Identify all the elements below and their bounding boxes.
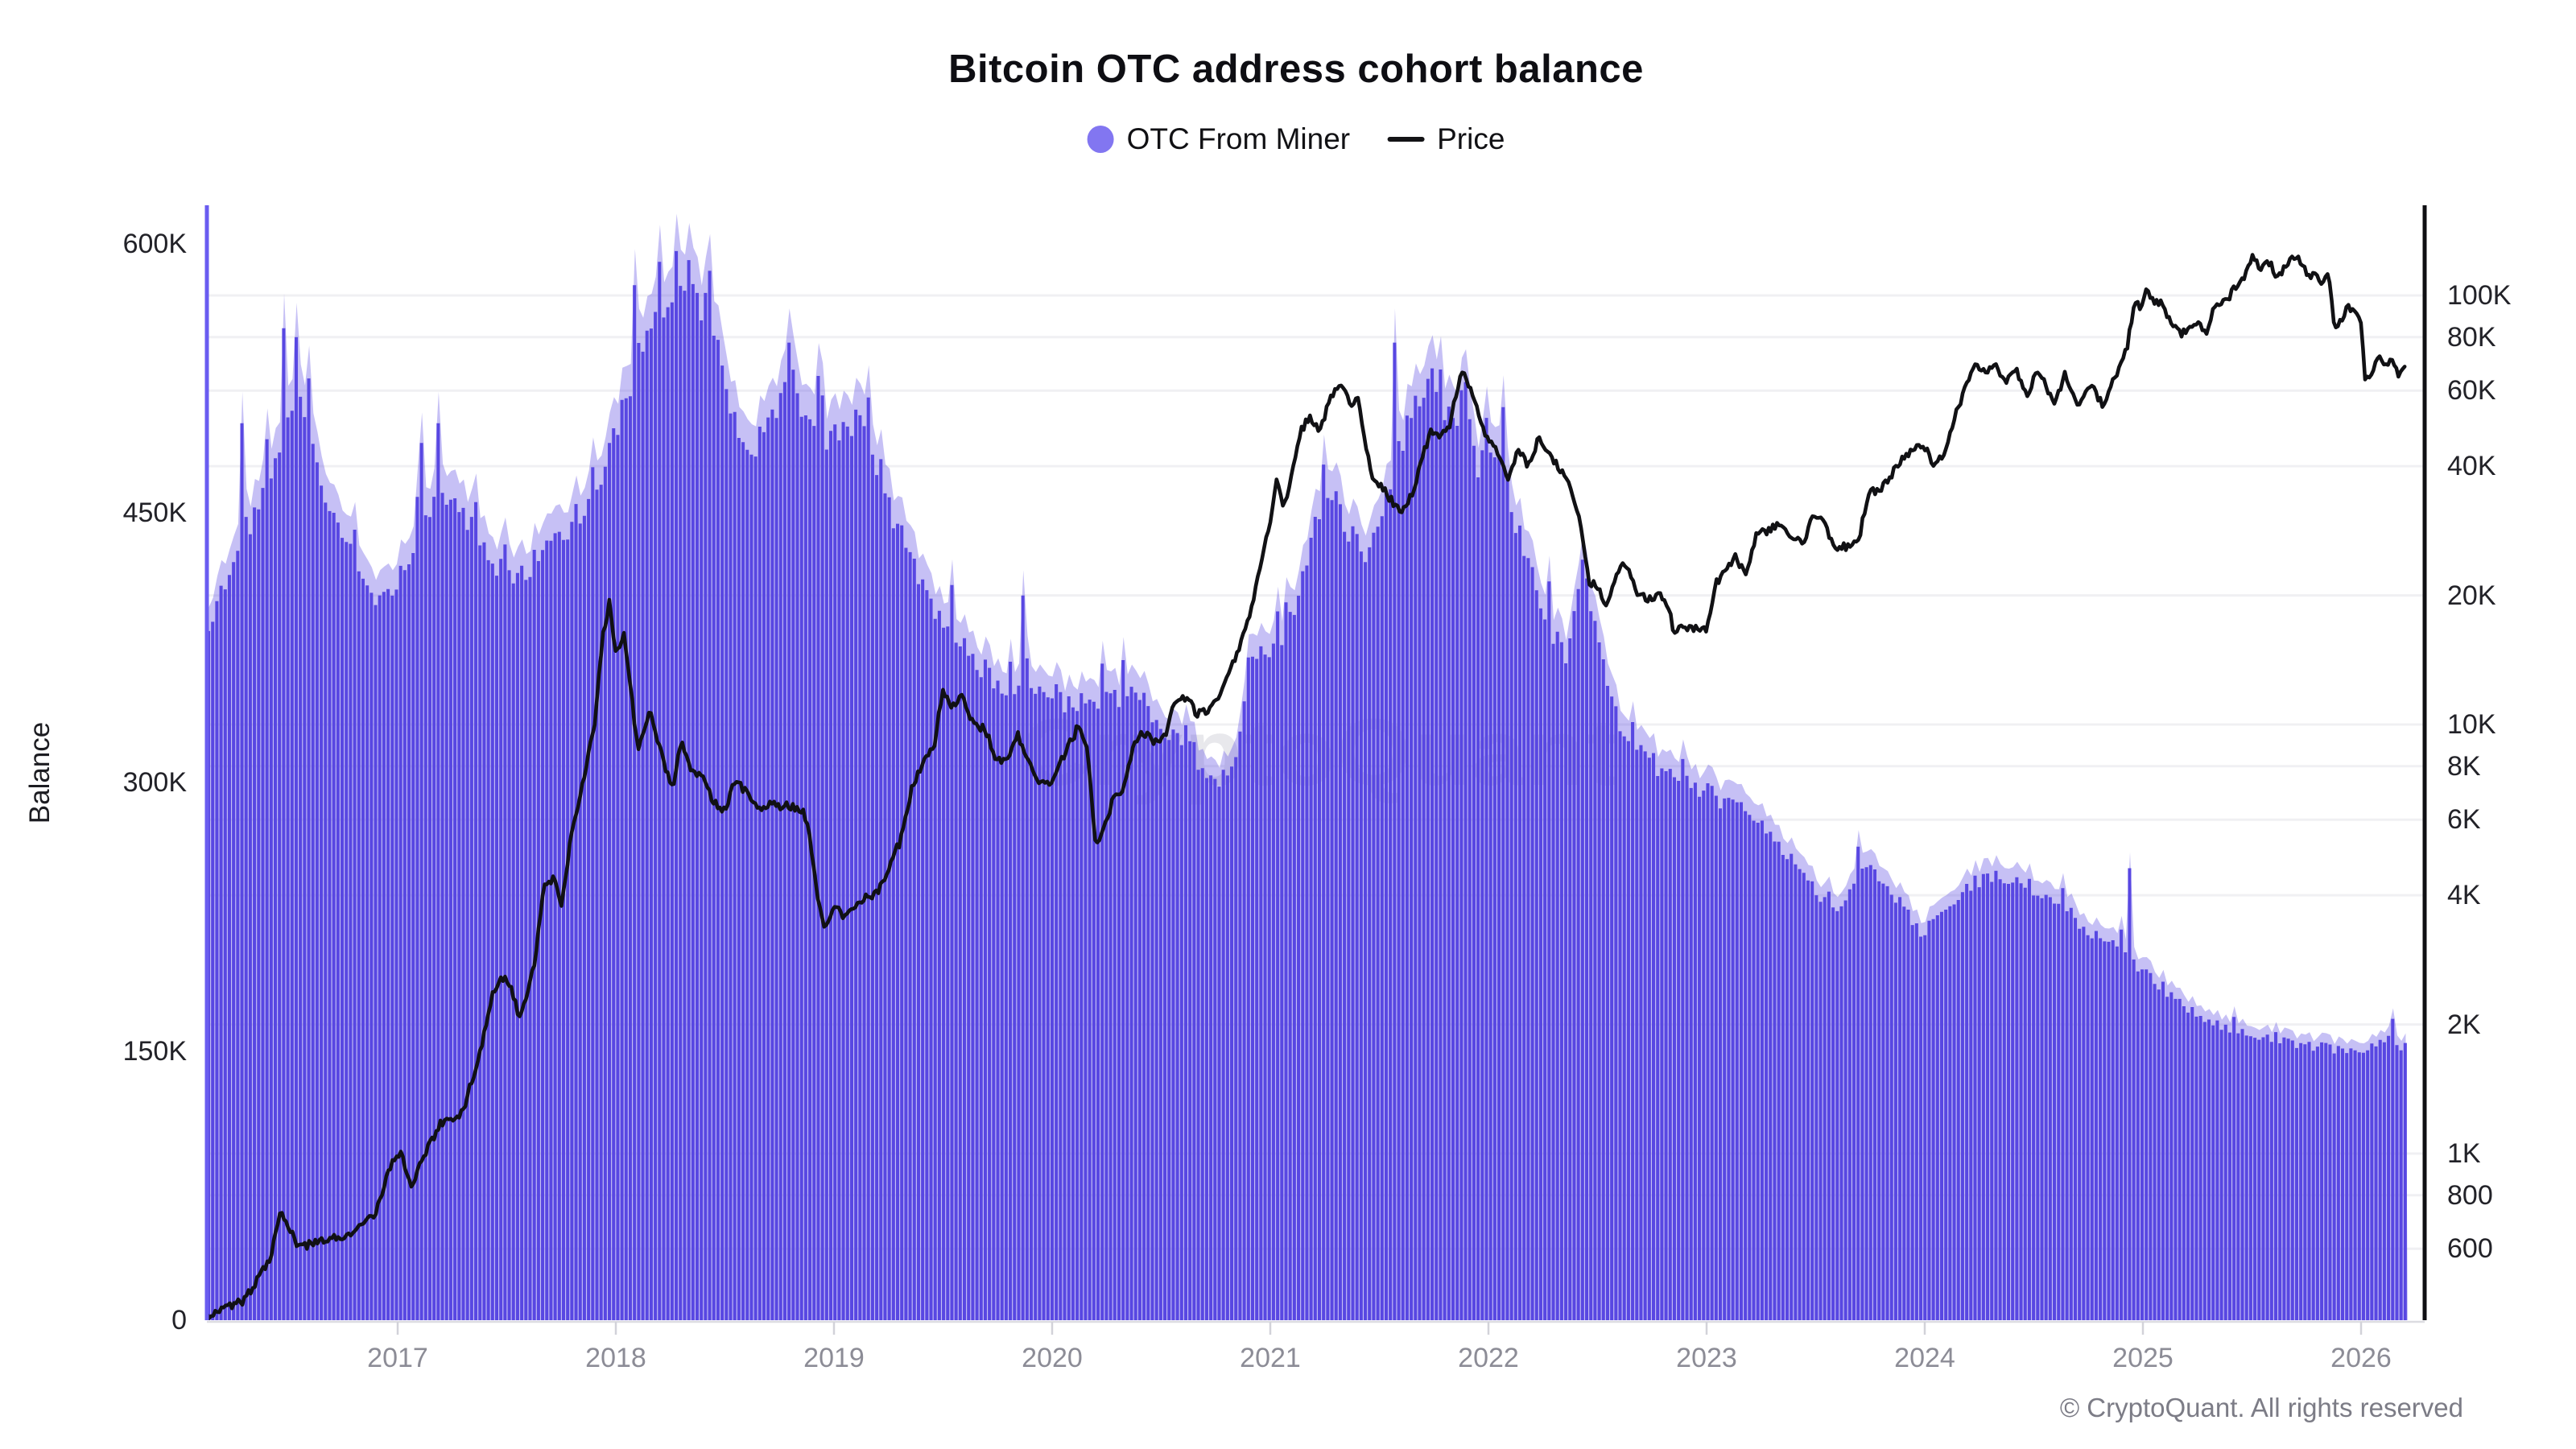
- legend-label: OTC From Miner: [1126, 122, 1351, 155]
- y-right-tick-label: 800: [2447, 1179, 2493, 1211]
- x-tick-label: 2018: [585, 1343, 646, 1373]
- y-right-tick-label: 40K: [2447, 451, 2496, 482]
- x-tick-label: 2022: [1458, 1343, 1519, 1373]
- x-tick-label: 2026: [2330, 1343, 2392, 1373]
- legend: OTC From Miner Price: [1087, 122, 1505, 156]
- x-tick-label: 2023: [1676, 1343, 1737, 1373]
- y-right-tick-label: 8K: [2447, 750, 2481, 782]
- y-right-tick-label: 2K: [2447, 1009, 2481, 1040]
- y-left-tick-label: 150K: [122, 1035, 187, 1067]
- y-left-tick-label: 300K: [122, 766, 187, 798]
- x-tick-label: 2021: [1240, 1343, 1301, 1373]
- otc-series-dot-icon: [1087, 126, 1114, 153]
- chart-title: Bitcoin OTC address cohort balance: [948, 47, 1644, 91]
- y-right-tick-label: 20K: [2447, 580, 2496, 611]
- y-right-tick-label: 1K: [2447, 1138, 2481, 1169]
- y-axis-title-left: Balance: [24, 721, 56, 824]
- x-tick-label: 2020: [1022, 1343, 1083, 1373]
- y-right-tick-label: 60K: [2447, 375, 2496, 407]
- x-tick-label: 2025: [2112, 1343, 2174, 1373]
- y-right-tick-label: 6K: [2447, 804, 2481, 836]
- x-tick-label: 2017: [367, 1343, 428, 1373]
- x-tick-label: 2024: [1894, 1343, 1955, 1373]
- y-left-tick-label: 0: [171, 1305, 187, 1335]
- y-left-tick-label: 450K: [122, 497, 187, 529]
- y-right-tick-label: 4K: [2447, 880, 2481, 911]
- legend-item-price[interactable]: Price: [1387, 122, 1505, 156]
- legend-label: Price: [1437, 122, 1505, 155]
- y-left-tick-label: 600K: [122, 229, 187, 259]
- y-right-tick-label: 100K: [2447, 280, 2512, 311]
- y-right-tick-label: 600: [2447, 1233, 2493, 1265]
- balance-bars[interactable]: [207, 250, 2407, 1320]
- y-right-tick-label: 80K: [2447, 321, 2496, 353]
- y-right-tick-label: 10K: [2447, 709, 2496, 740]
- copyright-note: © CryptoQuant. All rights reserved: [2059, 1393, 2463, 1422]
- x-tick-label: 2019: [803, 1343, 865, 1373]
- price-line[interactable]: [207, 253, 2407, 1320]
- price-series-dash-icon: [1387, 137, 1425, 142]
- legend-item-otc-from-miner[interactable]: OTC From Miner: [1087, 122, 1351, 156]
